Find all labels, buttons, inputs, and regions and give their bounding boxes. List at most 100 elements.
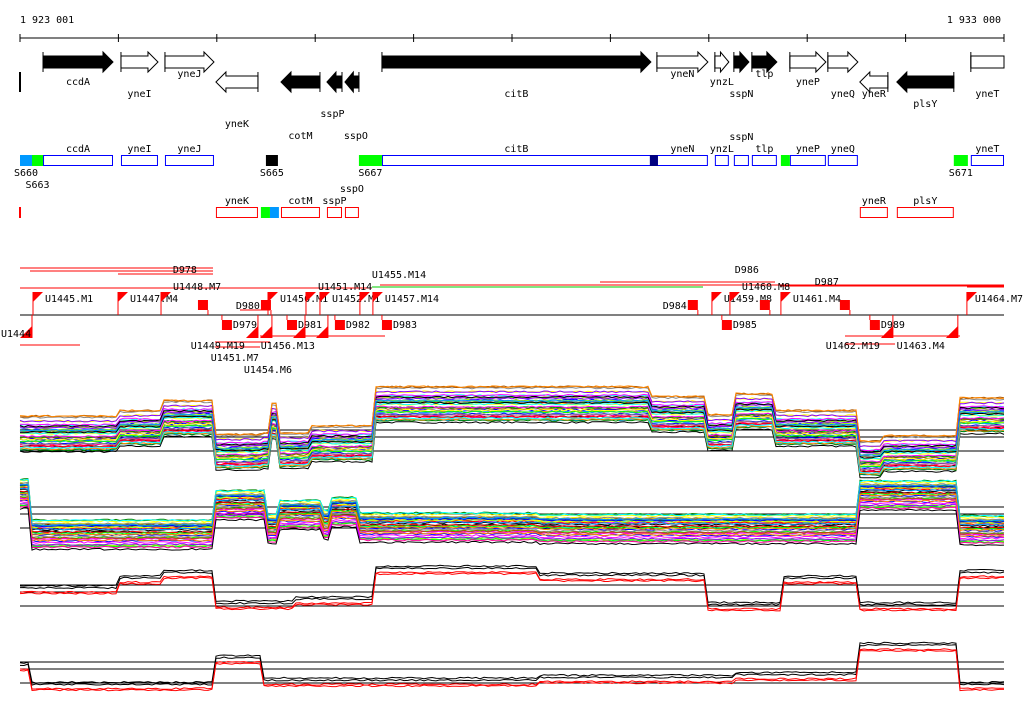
flag-icon — [161, 292, 172, 302]
expression-series — [19, 413, 1005, 471]
flag-icon — [32, 292, 43, 302]
expression-series — [19, 498, 1005, 542]
marker-U1447.M4[interactable]: U1447.M4 — [117, 292, 178, 315]
marker-U1450.M1[interactable]: U1450.M1 — [267, 292, 328, 315]
marker-U1463.M4[interactable]: U1463.M4 — [897, 315, 959, 352]
flag-icon — [305, 292, 316, 302]
marker-label: U1452.M1 — [332, 294, 380, 305]
marker-U1449.M19[interactable]: U1449.M19 — [191, 315, 259, 352]
marker-D983[interactable]: D983 — [381, 315, 417, 331]
gene-box-yneR: yneR — [859, 196, 888, 218]
marker-D987[interactable]: D987 — [815, 277, 851, 315]
gene-ynzL[interactable]: ynzL — [710, 50, 734, 88]
marker-U1451.M14[interactable]: U1451.M14 — [305, 282, 372, 315]
gene-cotM[interactable]: cotM — [280, 70, 321, 142]
gene-box-yneT: yneT — [970, 144, 1004, 166]
region-end-label: 1 933 000 — [947, 15, 1001, 26]
gene-box-tlp: tlp — [751, 144, 777, 166]
marker-U1464.M7[interactable]: U1464.M7 — [966, 292, 1023, 315]
marker-box — [221, 320, 232, 330]
gene-yneQ[interactable]: yneQ — [827, 50, 859, 100]
gene-yneN[interactable]: yneN — [656, 50, 709, 80]
flag-icon — [267, 292, 278, 302]
coordinate-ruler — [19, 34, 1005, 42]
marker-D978[interactable]: D978 — [173, 265, 209, 315]
marker-U1456.M13[interactable]: U1456.M13 — [261, 315, 329, 352]
marker-box — [197, 300, 208, 310]
marker-D980[interactable]: D980 — [236, 300, 272, 315]
marker-U1451.M7[interactable]: U1451.M7 — [211, 315, 273, 364]
gene-box-label: yneQ — [831, 144, 855, 155]
gene-tlp[interactable]: tlp — [751, 50, 778, 80]
gene-sspP[interactable]: sspP — [320, 70, 345, 120]
gene-box-sspP: sspP — [322, 196, 347, 218]
marker-U1455.M14[interactable]: U1455.M14 — [359, 270, 426, 315]
gene-box-yneQ: yneQ — [827, 144, 858, 166]
marker-D985[interactable]: D985 — [721, 315, 757, 331]
flag-icon — [315, 326, 328, 338]
gene-plsY[interactable]: plsY — [896, 70, 955, 110]
gene-sspO[interactable]: sspO — [344, 70, 368, 142]
marker-U1452.M1[interactable]: U1452.M1 — [319, 292, 380, 315]
marker-label: U1459.M8 — [724, 294, 772, 305]
gene-yneP[interactable]: yneP — [789, 50, 827, 88]
gene-box — [789, 155, 826, 166]
segment-label: S671 — [949, 168, 973, 179]
gene-label: yneK — [225, 119, 249, 130]
expression-series — [19, 571, 1005, 611]
gene-yneK[interactable]: yneK — [215, 70, 259, 130]
marker-U1454.M6[interactable]: U1454.M6 — [244, 315, 306, 376]
marker-U1461.M4[interactable]: U1461.M4 — [780, 292, 841, 315]
red-tick — [19, 207, 21, 218]
marker-D981[interactable]: D981 — [286, 315, 322, 331]
gene-yneI[interactable]: yneI — [120, 50, 159, 100]
marker-box — [260, 300, 271, 310]
gene-label: ccdA — [66, 77, 90, 88]
gene-label: yneP — [796, 77, 820, 88]
gene-box — [970, 155, 1004, 166]
marker-label: D979 — [233, 320, 257, 331]
marker-D989[interactable]: D989 — [869, 315, 905, 331]
marker-U1459.M8[interactable]: U1459.M8 — [711, 292, 772, 315]
expression-series — [19, 405, 1005, 463]
expression-panel-3 — [19, 564, 1005, 612]
marker-label: U1464.M7 — [975, 294, 1023, 305]
gene-ccdA[interactable]: ccdA — [42, 50, 114, 88]
gene-box — [859, 207, 888, 218]
marker-U1460.M8[interactable]: U1460.M8 — [729, 282, 790, 315]
gene-arrow — [827, 50, 859, 74]
marker-U1448.M7[interactable]: U1448.M7 — [160, 282, 221, 315]
expression-series — [19, 399, 1005, 457]
gene-yneJ[interactable]: yneJ — [164, 50, 215, 80]
marker-label: U1463.M4 — [897, 341, 945, 352]
gene-yneR[interactable]: yneR — [859, 70, 889, 100]
marker-U1457.M14[interactable]: U1457.M14 — [372, 292, 439, 315]
gene-box-label: sspP — [322, 196, 346, 207]
gene-box — [827, 155, 858, 166]
marker-U1444[interactable]: U1444 — [1, 315, 33, 340]
marker-box — [381, 320, 392, 330]
gene-box — [43, 155, 113, 166]
marker-box — [687, 300, 698, 310]
expression-series — [19, 484, 1005, 528]
marker-U1445.M1[interactable]: U1445.M1 — [32, 292, 93, 315]
marker-D984[interactable]: D984 — [663, 300, 699, 315]
gene-box-label: cotM — [288, 196, 312, 207]
gene-label: yneT — [975, 89, 999, 100]
expression-series — [19, 507, 1005, 551]
expression-series — [19, 421, 1005, 479]
segment-block — [32, 155, 44, 166]
marker-label: U1449.M19 — [191, 341, 245, 352]
marker-U1462.M19[interactable]: U1462.M19 — [826, 315, 894, 352]
marker-D986[interactable]: D986 — [735, 265, 771, 315]
marker-D982[interactable]: D982 — [334, 315, 370, 331]
marker-D979[interactable]: D979 — [221, 315, 257, 331]
gene-label: yneJ — [177, 69, 201, 80]
expression-series — [19, 487, 1005, 531]
gene-box-label: sspN — [729, 132, 753, 143]
gene-citB[interactable]: citB — [381, 50, 652, 100]
gene-box-label: citB — [504, 144, 528, 155]
expression-series — [19, 490, 1005, 534]
gene-yneT[interactable]: yneT — [970, 52, 1005, 100]
gene-sspN[interactable]: sspN — [729, 50, 753, 100]
